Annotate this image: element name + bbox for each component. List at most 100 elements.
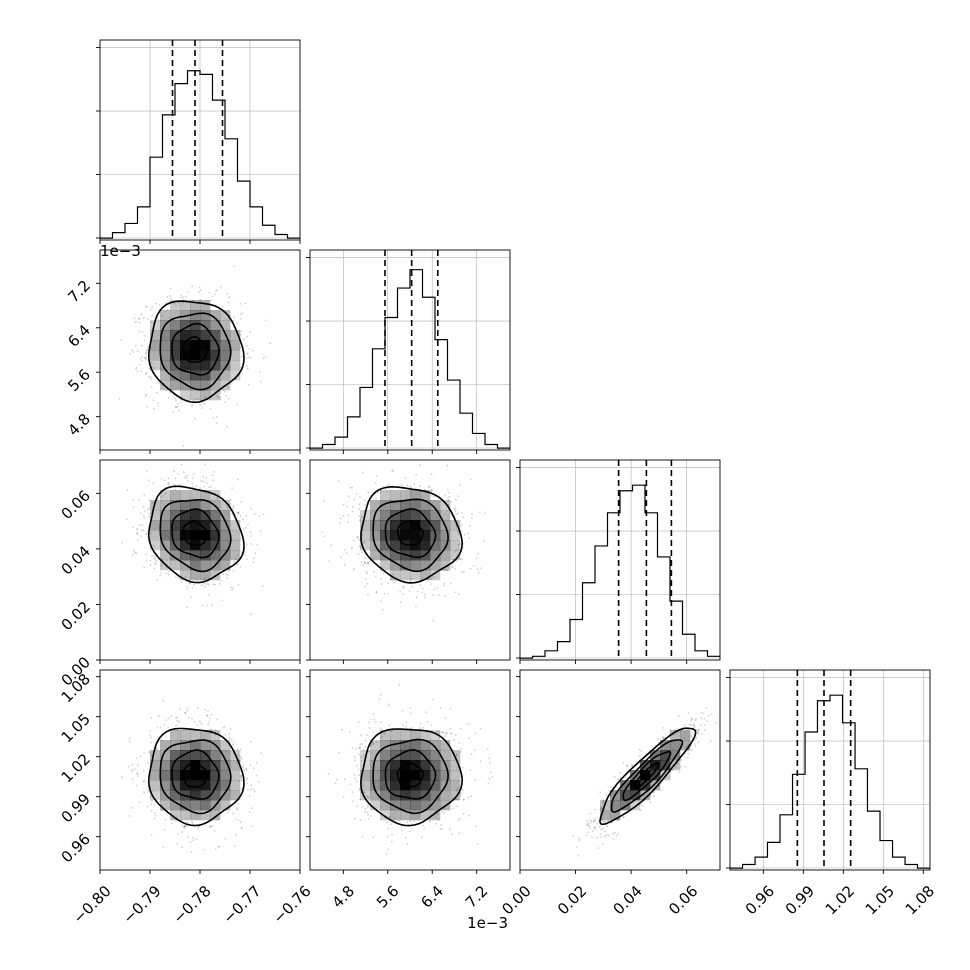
density-cell	[380, 800, 391, 811]
sample-point	[360, 756, 363, 759]
sample-point	[153, 567, 156, 570]
sample-point	[249, 788, 252, 791]
sample-point	[158, 303, 161, 306]
sample-point	[360, 561, 363, 564]
sample-point	[227, 386, 229, 388]
density-cell	[190, 800, 201, 811]
sample-point	[143, 494, 146, 496]
density-cell	[160, 800, 171, 811]
sample-point	[211, 295, 214, 298]
scatter-panel-p0-p2	[96, 459, 301, 664]
sample-point	[433, 814, 436, 817]
sample-point	[148, 515, 150, 518]
sample-point	[152, 790, 155, 793]
sample-point	[379, 733, 382, 736]
sample-point	[247, 383, 250, 386]
sample-point	[147, 762, 149, 764]
sample-point	[150, 362, 153, 365]
sample-point	[224, 837, 227, 840]
sample-point	[351, 800, 354, 803]
sample-point	[209, 486, 212, 488]
y-tick-label-p2: 0.06	[58, 487, 94, 523]
density-cell	[630, 770, 641, 781]
density-cell	[170, 340, 181, 351]
density-cell	[400, 800, 411, 811]
density-cell	[380, 810, 391, 821]
sample-point	[183, 476, 186, 479]
sample-point	[161, 558, 164, 560]
sample-point	[456, 548, 459, 551]
sample-point	[201, 604, 204, 607]
sample-point	[249, 331, 252, 334]
density-cell	[210, 530, 221, 541]
sample-point	[690, 717, 693, 720]
sample-point	[140, 360, 143, 362]
sample-point	[444, 735, 447, 737]
sample-point	[343, 778, 346, 781]
density-cell	[180, 390, 191, 401]
density-cell	[220, 800, 231, 811]
sample-point	[365, 571, 368, 573]
sample-point	[237, 754, 240, 757]
sample-point	[355, 493, 358, 495]
sample-point	[423, 596, 426, 599]
density-cell	[450, 550, 461, 561]
density-cell	[200, 330, 211, 341]
sample-point	[250, 357, 253, 359]
sample-point	[240, 775, 242, 778]
density-cell	[360, 530, 371, 541]
sample-point	[367, 562, 370, 565]
sample-point	[677, 715, 680, 718]
sample-point	[459, 792, 462, 795]
sample-point	[206, 714, 209, 717]
sample-point	[446, 488, 449, 491]
sample-point	[192, 399, 195, 402]
sample-point	[153, 545, 155, 547]
sample-point	[156, 381, 159, 384]
density-cell	[170, 300, 181, 311]
sample-point	[249, 764, 252, 767]
density-cell	[390, 730, 401, 741]
sample-point	[697, 732, 699, 734]
density-cell	[180, 540, 191, 551]
sample-point	[203, 582, 205, 585]
sample-point	[451, 566, 453, 568]
sample-point	[251, 807, 253, 809]
sample-point	[700, 711, 703, 714]
sample-point	[479, 511, 481, 514]
density-cell	[170, 550, 181, 561]
density-cell	[440, 510, 451, 521]
sample-point	[382, 608, 384, 611]
sample-point	[148, 367, 151, 370]
sample-point	[421, 587, 424, 590]
sample-point	[143, 780, 146, 782]
x-tick-label-p3: 0.99	[782, 882, 818, 918]
density-cell	[430, 550, 441, 561]
sample-point	[342, 503, 345, 506]
sample-point	[175, 399, 177, 402]
sample-point	[156, 579, 158, 581]
density-cell	[400, 560, 411, 571]
sample-point	[176, 716, 179, 719]
sample-point	[387, 593, 389, 595]
sample-point	[178, 720, 181, 723]
density-cell	[190, 330, 201, 341]
contour-2	[159, 312, 232, 391]
sample-point	[215, 415, 218, 418]
sample-point	[438, 732, 441, 735]
density-cell	[220, 750, 231, 761]
density-cell	[420, 510, 431, 521]
sample-point	[486, 748, 489, 750]
sample-point	[214, 293, 216, 296]
sample-point	[168, 483, 171, 486]
density-cell	[210, 340, 221, 351]
sample-point	[149, 795, 152, 798]
sample-point	[164, 492, 167, 495]
sample-point	[359, 743, 362, 745]
sample-point	[352, 539, 355, 542]
sample-point	[488, 777, 491, 780]
density-cell	[390, 770, 401, 781]
sample-point	[170, 715, 173, 718]
density-cell	[220, 350, 231, 361]
sample-point	[155, 748, 158, 751]
